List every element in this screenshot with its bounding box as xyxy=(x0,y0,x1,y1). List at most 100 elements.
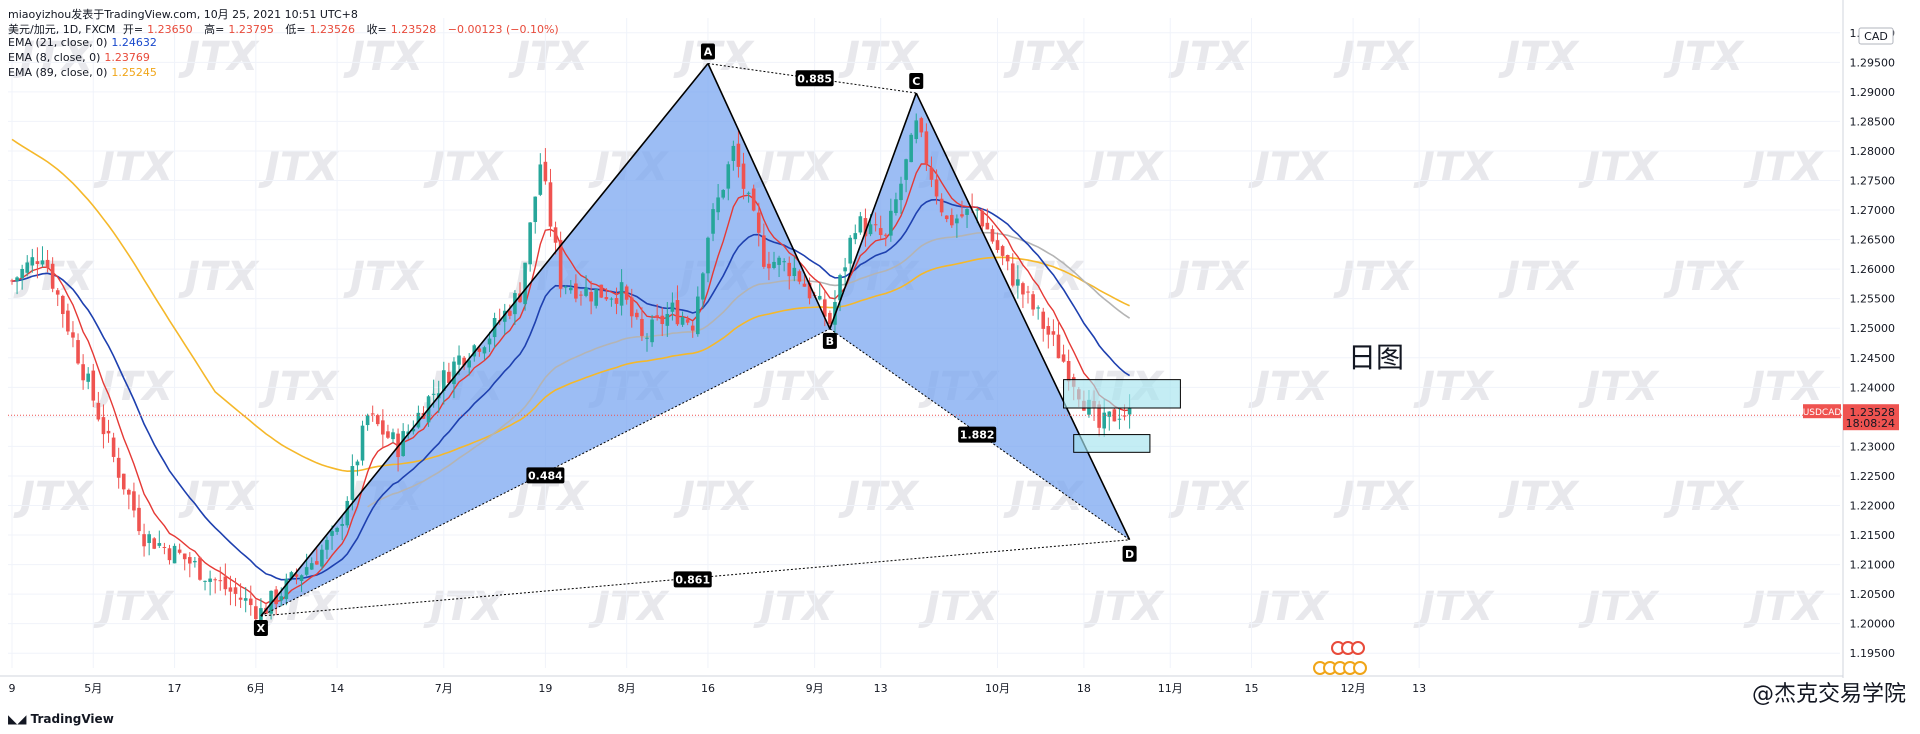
candle-body xyxy=(1051,331,1056,335)
candle-body xyxy=(10,280,14,282)
candle-body xyxy=(792,267,797,277)
candle-body xyxy=(411,428,416,432)
watermark-text: JTX xyxy=(1663,254,1745,300)
price-tick-label: 1.26000 xyxy=(1850,263,1896,276)
candle-body xyxy=(797,271,802,282)
candle-body xyxy=(950,214,954,226)
price-tick-label: 1.29500 xyxy=(1850,56,1896,69)
candle-body xyxy=(802,283,807,287)
pattern-point-c-badge xyxy=(909,73,924,90)
candle-body xyxy=(1021,283,1025,295)
candle-body xyxy=(762,235,766,267)
candle-body xyxy=(25,262,30,273)
watermark-text: JTX xyxy=(1168,34,1250,80)
candle-body xyxy=(553,227,558,243)
candle-body xyxy=(751,188,756,211)
watermark-text: JTX xyxy=(343,254,425,300)
price-tick-label: 1.27000 xyxy=(1850,204,1896,217)
ema8-legend[interactable]: EMA (8, close, 0) 1.23769 xyxy=(8,51,150,64)
candle-body xyxy=(635,312,639,318)
candle-body xyxy=(1066,360,1071,382)
candle-body xyxy=(650,319,654,343)
candle-body xyxy=(477,348,482,352)
currency-label: CAD xyxy=(1864,30,1888,43)
candle-body xyxy=(162,547,167,549)
candle-body xyxy=(360,425,365,461)
candle-body xyxy=(50,263,55,289)
candle-body xyxy=(868,224,873,235)
candle-body xyxy=(924,131,929,164)
watermark-text: JTX xyxy=(13,474,95,520)
candle-body xyxy=(401,431,405,457)
candle-body xyxy=(716,197,720,213)
candle-body xyxy=(777,257,781,265)
candle-body xyxy=(472,345,477,357)
price-tick-label: 1.19500 xyxy=(1850,647,1896,660)
candle-body xyxy=(223,576,228,590)
price-tag-bg xyxy=(1843,404,1899,431)
candle-body xyxy=(690,325,695,331)
watermark-text: JTX xyxy=(178,254,260,300)
candle-body xyxy=(447,371,451,383)
candle-body xyxy=(990,229,995,242)
watermark-text: JTX xyxy=(1498,254,1580,300)
price-axis: 1.300001.295001.290001.285001.280001.275… xyxy=(1803,0,1899,678)
candle-body xyxy=(914,120,919,140)
candle-body xyxy=(1102,412,1106,429)
watermark-text: JTX xyxy=(838,34,920,80)
ema89-legend[interactable]: EMA (89, close, 0) 1.25245 xyxy=(8,66,157,79)
candle-body xyxy=(782,261,786,263)
candle-body xyxy=(121,473,126,490)
candle-body xyxy=(883,234,888,236)
time-axis: 9 5月 17 6月 14 7月 19 8月 16 9月 13 10月 18 11月 15 12月 13 xyxy=(0,675,1843,695)
watermark-text: JTX xyxy=(1003,34,1085,80)
ema8-line xyxy=(11,163,1130,605)
candle-body xyxy=(939,198,944,213)
candle-body xyxy=(823,299,827,317)
candle-body xyxy=(340,523,344,526)
candle-body xyxy=(111,437,116,457)
candle-body xyxy=(203,580,207,582)
time-tick-label: 15 xyxy=(1245,682,1259,695)
target-zone-box xyxy=(1073,434,1151,453)
watermark-text: JTX xyxy=(1498,474,1580,520)
candle-body xyxy=(370,413,375,415)
symbol-tag: USDCAD xyxy=(1803,408,1842,418)
candle-body xyxy=(624,286,629,300)
watermark-text: JTX xyxy=(1578,144,1660,190)
pattern-point-d-label: D xyxy=(1125,548,1134,561)
candle-body xyxy=(335,527,339,532)
candle-body xyxy=(66,310,70,332)
candle-body xyxy=(238,597,243,600)
watermark-text: JTX xyxy=(13,34,95,80)
candle-body xyxy=(15,277,19,282)
candle-body xyxy=(965,209,969,215)
candle-body xyxy=(172,545,177,564)
watermark-text: JTX xyxy=(178,34,260,80)
time-tick-label: 7月 xyxy=(435,682,453,695)
candle-body xyxy=(711,209,715,234)
time-tick-label: 12月 xyxy=(1341,682,1366,695)
candle-body xyxy=(878,228,883,236)
candle-body xyxy=(604,297,609,300)
watermark-text: JTX xyxy=(1413,144,1495,190)
pattern-point-b-label: B xyxy=(826,335,834,348)
candle-body xyxy=(548,182,553,227)
tradingview-logo[interactable]: ◣◢ TradingView xyxy=(8,712,114,726)
watermark-text: JTX xyxy=(1578,584,1660,630)
candle-body xyxy=(873,224,878,226)
pattern-leg xyxy=(260,62,709,617)
price-tick-label: 1.20500 xyxy=(1850,588,1896,601)
watermark-text: JTX xyxy=(1413,584,1495,630)
symbol-tag-bg xyxy=(1803,404,1841,419)
candle-body xyxy=(685,319,690,323)
watermark-text: JTX xyxy=(838,474,920,520)
watermark-text: JTX xyxy=(1333,34,1415,80)
tv-logo-icon: ◣◢ xyxy=(8,712,31,726)
candle-body xyxy=(345,500,350,526)
candle-body xyxy=(599,284,604,298)
candle-body xyxy=(645,337,649,339)
candle-body xyxy=(355,461,360,466)
ema21-legend[interactable]: EMA (21, close, 0) 1.24632 xyxy=(8,36,157,49)
